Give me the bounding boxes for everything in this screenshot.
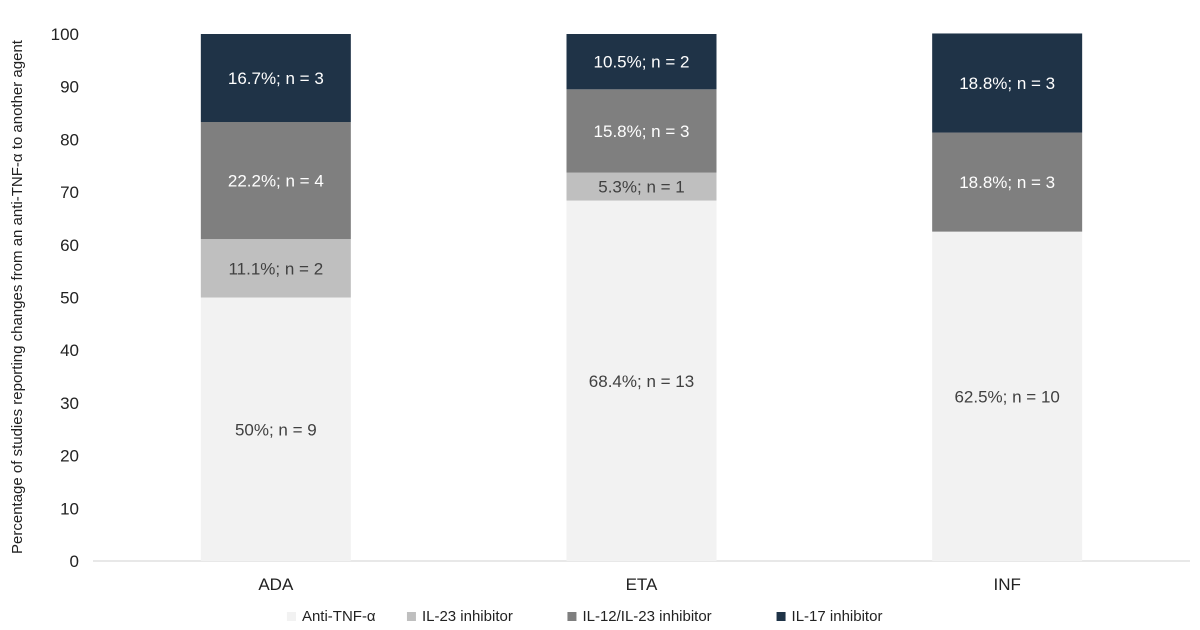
y-tick-label: 50 — [60, 289, 79, 308]
bar-segment — [932, 132, 1083, 232]
x-tick-label: INF — [993, 575, 1020, 594]
data-label: 18.8%; n = 3 — [959, 74, 1055, 93]
y-axis-label: Percentage of studies reporting changes … — [9, 39, 26, 554]
data-label: 62.5%; n = 10 — [954, 387, 1059, 406]
y-tick-label: 90 — [60, 78, 79, 97]
bar-segment — [566, 172, 717, 201]
bar-stack-ada: 50%; n = 9 11.1%; n = 2 22.2%; n = 4 16.7%;… — [200, 34, 351, 561]
legend: Anti-TNF-α IL-23 inhibitor IL-12/IL-23 inh… — [286, 608, 883, 625]
y-tick-label: 0 — [70, 552, 79, 571]
y-tick-label: 40 — [60, 341, 79, 360]
data-label: 50%; n = 9 — [235, 420, 317, 439]
legend-label: IL-23 inhibitor — [422, 608, 513, 625]
y-tick-label: 100 — [51, 25, 79, 44]
legend-swatch — [776, 612, 786, 621]
y-axis: 0 10 20 30 40 50 60 70 80 90 100 — [51, 25, 79, 571]
bar-segment — [200, 297, 351, 561]
data-label: 18.8%; n = 3 — [959, 173, 1055, 192]
legend-item: IL-12/IL-23 inhibitor — [567, 608, 712, 625]
legend-label: Anti-TNF-α — [302, 608, 376, 625]
legend-label: IL-12/IL-23 inhibitor — [582, 608, 711, 625]
data-label: 5.3%; n = 1 — [598, 178, 684, 197]
data-label: 11.1%; n = 2 — [228, 259, 323, 278]
bar-segment — [566, 34, 717, 90]
data-label: 15.8%; n = 3 — [594, 122, 690, 141]
bar-segment — [200, 239, 351, 298]
y-tick-label: 80 — [60, 130, 79, 149]
y-tick-label: 30 — [60, 394, 79, 413]
x-axis: ADA ETA INF — [258, 575, 1021, 594]
x-tick-label: ETA — [626, 575, 658, 594]
y-axis-title: Percentage of studies reporting changes … — [9, 39, 26, 554]
legend-swatch — [567, 612, 577, 621]
legend-item: IL-23 inhibitor — [406, 608, 513, 625]
y-tick-label: 60 — [60, 236, 79, 255]
bar-segment — [566, 200, 717, 562]
bar-segment — [200, 122, 351, 240]
legend-swatch — [406, 612, 416, 621]
data-label: 10.5%; n = 2 — [594, 53, 690, 72]
bars-group: 50%; n = 9 11.1%; n = 2 22.2%; n = 4 16.7%;… — [200, 33, 1083, 562]
bar-stack-inf: 62.5%; n = 10 18.8%; n = 3 18.8%; n = 3 — [932, 33, 1083, 561]
legend-item: IL-17 inhibitor — [776, 608, 883, 625]
data-label: 68.4%; n = 13 — [589, 372, 694, 391]
data-label: 16.7%; n = 3 — [228, 69, 324, 88]
bar-segment — [566, 89, 717, 173]
y-tick-label: 20 — [60, 447, 79, 466]
bar-stack-eta: 68.4%; n = 13 5.3%; n = 1 15.8%; n = 3 10.5… — [566, 34, 717, 562]
bar-segment — [932, 33, 1083, 133]
y-tick-label: 10 — [60, 499, 79, 518]
x-tick-label: ADA — [258, 575, 294, 594]
legend-label: IL-17 inhibitor — [792, 608, 883, 625]
y-tick-label: 70 — [60, 183, 79, 202]
bar-segment — [932, 231, 1083, 561]
bar-segment — [200, 34, 351, 123]
legend-item: Anti-TNF-α — [286, 608, 376, 625]
legend-swatch — [286, 612, 296, 621]
data-label: 22.2%; n = 4 — [228, 172, 324, 191]
